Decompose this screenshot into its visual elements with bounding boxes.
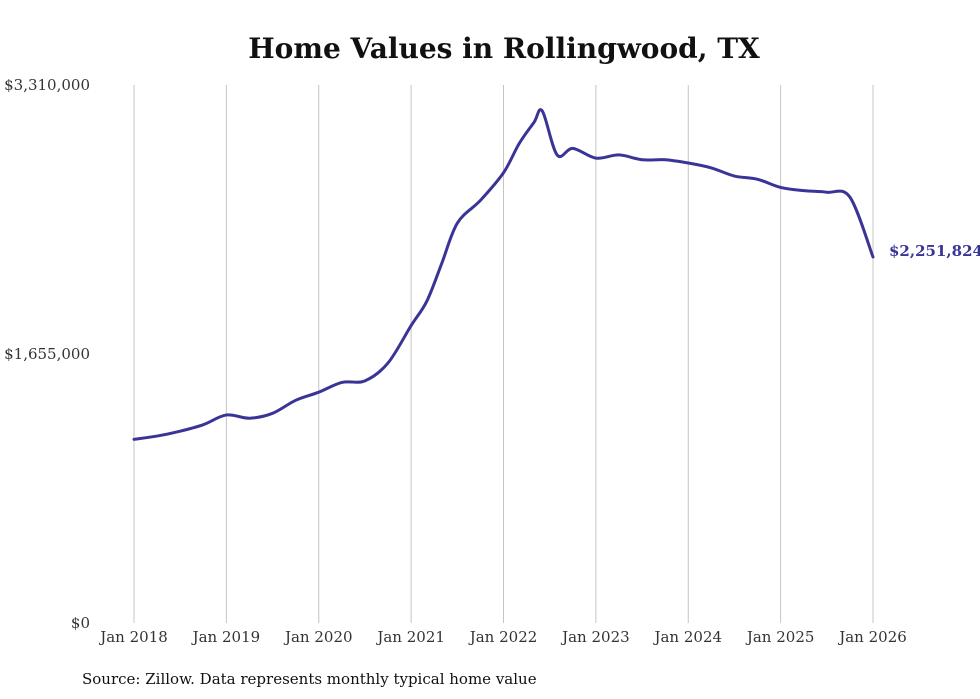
- series-line: [132, 108, 875, 441]
- x-axis-ticks: Jan 2018 Jan 2019 Jan 2020 Jan 2021 Jan 2022…: [98, 628, 907, 646]
- y-tick-label: $1,655,000: [4, 345, 90, 363]
- grid-layer: [133, 85, 874, 623]
- end-value-label: $2,251,824: [889, 242, 980, 260]
- x-tick-label: Jan 2024: [652, 628, 722, 646]
- x-tick-label: Jan 2018: [98, 628, 168, 646]
- x-tick-label: Jan 2022: [468, 628, 538, 646]
- x-tick-label: Jan 2026: [837, 628, 907, 646]
- y-axis-ticks: $0 $1,655,000 $3,310,000: [4, 76, 90, 632]
- chart-title: Home Values in Rollingwood, TX: [248, 32, 760, 65]
- y-tick-label: $0: [71, 614, 90, 632]
- source-note: Source: Zillow. Data represents monthly …: [82, 670, 537, 688]
- x-tick-label: Jan 2020: [283, 628, 353, 646]
- y-tick-label: $3,310,000: [4, 76, 90, 94]
- x-tick-label: Jan 2019: [191, 628, 261, 646]
- x-tick-label: Jan 2021: [375, 628, 445, 646]
- x-tick-label: Jan 2023: [560, 628, 630, 646]
- series-layer: [132, 108, 875, 441]
- x-tick-label: Jan 2025: [745, 628, 815, 646]
